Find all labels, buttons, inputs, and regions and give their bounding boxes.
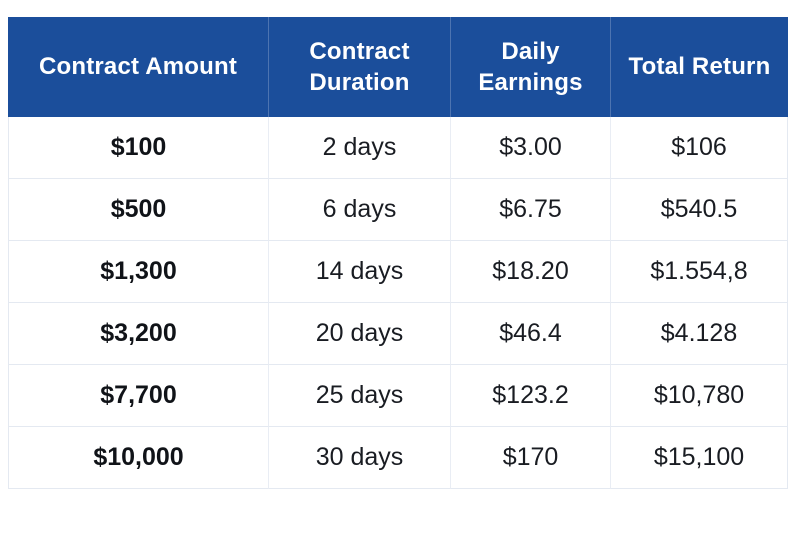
cell-total: $15,100 [610, 427, 788, 489]
contract-pricing-table: Contract Amount Contract Duration Daily … [8, 17, 788, 489]
cell-duration: 20 days [268, 303, 450, 365]
cell-duration: 6 days [268, 179, 450, 241]
cell-daily: $3.00 [450, 117, 610, 179]
cell-total: $10,780 [610, 365, 788, 427]
cell-daily: $170 [450, 427, 610, 489]
cell-total: $540.5 [610, 179, 788, 241]
cell-amount: $3,200 [8, 303, 268, 365]
header-row: Contract Amount Contract Duration Daily … [8, 17, 788, 117]
cell-daily: $18.20 [450, 241, 610, 303]
header-contract-duration: Contract Duration [268, 17, 450, 117]
cell-duration: 25 days [268, 365, 450, 427]
table-row: $100 2 days $3.00 $106 [8, 117, 788, 179]
cell-total: $106 [610, 117, 788, 179]
table-header: Contract Amount Contract Duration Daily … [8, 17, 788, 117]
header-total-return: Total Return [610, 17, 788, 117]
table-body: $100 2 days $3.00 $106 $500 6 days $6.75… [8, 117, 788, 489]
table-row: $7,700 25 days $123.2 $10,780 [8, 365, 788, 427]
cell-duration: 14 days [268, 241, 450, 303]
table-row: $1,300 14 days $18.20 $1.554,8 [8, 241, 788, 303]
header-daily-earnings: Daily Earnings [450, 17, 610, 117]
cell-amount: $7,700 [8, 365, 268, 427]
cell-daily: $46.4 [450, 303, 610, 365]
cell-duration: 2 days [268, 117, 450, 179]
cell-total: $1.554,8 [610, 241, 788, 303]
cell-daily: $123.2 [450, 365, 610, 427]
cell-duration: 30 days [268, 427, 450, 489]
cell-daily: $6.75 [450, 179, 610, 241]
cell-amount: $100 [8, 117, 268, 179]
cell-total: $4.128 [610, 303, 788, 365]
table-row: $3,200 20 days $46.4 $4.128 [8, 303, 788, 365]
table-row: $10,000 30 days $170 $15,100 [8, 427, 788, 489]
cell-amount: $10,000 [8, 427, 268, 489]
cell-amount: $1,300 [8, 241, 268, 303]
cell-amount: $500 [8, 179, 268, 241]
table-row: $500 6 days $6.75 $540.5 [8, 179, 788, 241]
header-contract-amount: Contract Amount [8, 17, 268, 117]
